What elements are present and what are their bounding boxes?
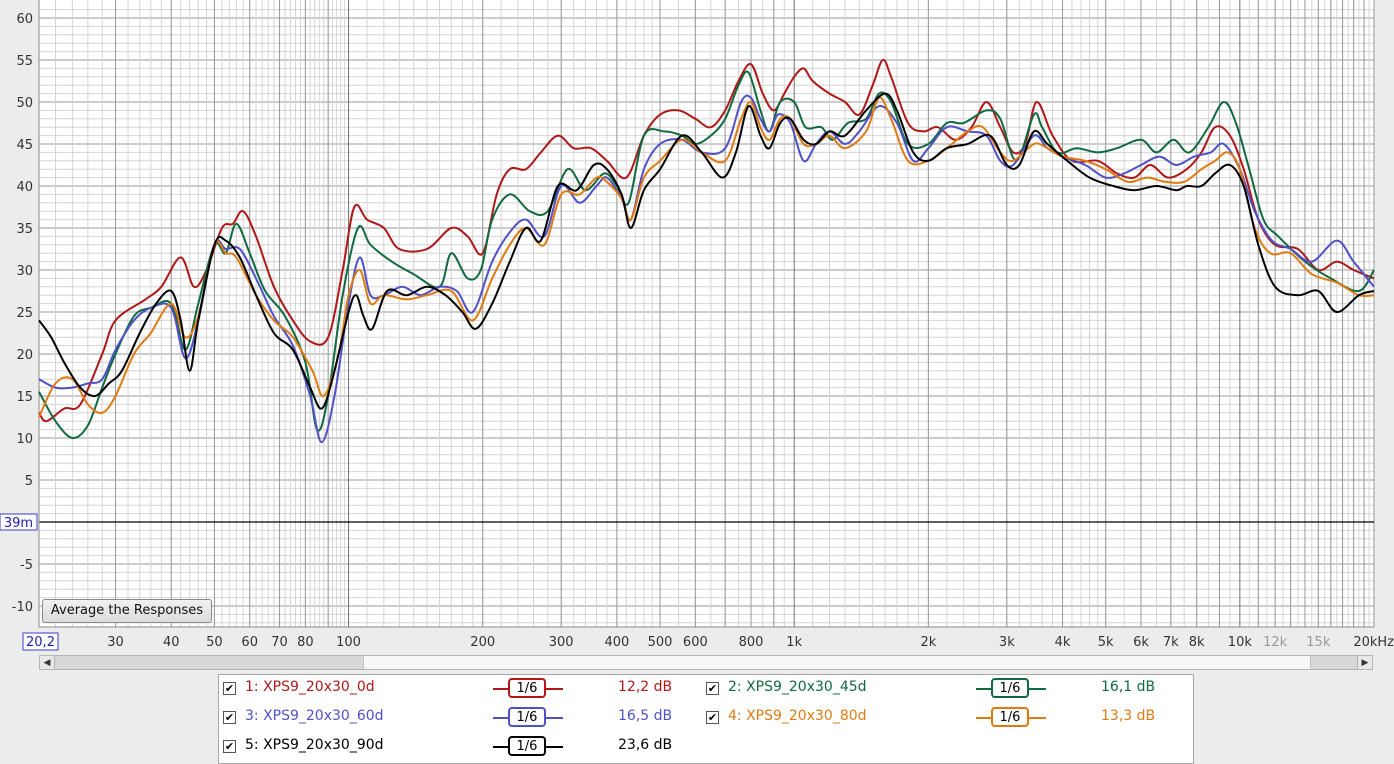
x-tick-label: 80 [297,635,314,650]
scrollbar-thumb[interactable] [363,656,1311,669]
start-marker-label: 20,2 [26,635,55,650]
x-tick-label: 7k [1163,635,1179,650]
x-tick-label: 50 [206,635,223,650]
checkbox[interactable]: ✔ [706,711,719,724]
x-tick-label: 60 [241,635,258,650]
legend-name[interactable]: 3: XPS9_20x30_60d [245,708,384,724]
legend-name[interactable]: 2: XPS9_20x30_45d [728,679,867,695]
legend-name[interactable]: 5: XPS9_20x30_90d [245,737,384,753]
x-tick-label: 8k [1189,635,1205,650]
y-tick-label: 35 [16,222,33,237]
y-tick-label: 20 [16,348,33,363]
level-value: 12,2 dB [618,679,673,695]
level-value: 23,6 dB [618,737,673,753]
smoothing-selector[interactable]: 1/6 [493,735,563,757]
smoothing-selector[interactable]: 1/6 [493,677,563,699]
y-tick-label: 10 [16,432,33,447]
smoothing-selector[interactable]: 1/6 [976,677,1046,699]
checkbox[interactable]: ✔ [223,711,236,724]
x-tick-label: 200 [470,635,495,650]
x-tick-label: 600 [683,635,708,650]
x-tick-label: 1k [786,635,802,650]
x-tick-label: 500 [648,635,673,650]
x-tick-label: 30 [107,635,124,650]
y-tick-label: 60 [16,12,33,27]
y-tick-label: 45 [16,138,33,153]
level-value: 16,1 dB [1101,679,1156,695]
series-line-1 [38,58,1375,423]
y-tick-label: 25 [16,306,33,321]
x-tick-label: 10k [1228,635,1253,650]
smoothing-selector[interactable]: 1/6 [976,706,1046,728]
x-tick-label: 4k [1055,635,1071,650]
y-tick-label: -5 [20,558,33,573]
series-line-5 [38,92,1375,410]
level-value: 16,5 dB [618,708,673,724]
x-tick-label: 3k [999,635,1015,650]
checkbox[interactable]: ✔ [223,682,236,695]
start-marker-box [22,632,59,651]
checkbox[interactable]: ✔ [223,740,236,753]
x-tick-label: 5k [1098,635,1114,650]
legend-name[interactable]: 4: XPS9_20x30_80d [728,708,867,724]
horizontal-scrollbar[interactable]: ◀ ▶ [39,655,1373,670]
x-tick-label: 12k [1263,635,1288,650]
y-tick-label: 55 [16,54,33,69]
x-tick-label: 100 [336,635,361,650]
x-tick-label: 2k [920,635,936,650]
legend-name[interactable]: 1: XPS9_20x30_0d [245,679,375,695]
smoothing-selector[interactable]: 1/6 [493,706,563,728]
level-value: 13,3 dB [1101,708,1156,724]
x-tick-label: 20kHz [1353,635,1394,650]
legend-panel: ✔ 1: XPS9_20x30_0d 1/6 12,2 dB ✔ 2: XPS9… [218,674,1194,764]
scroll-left-arrow-icon[interactable]: ◀ [40,656,55,669]
zero-marker-label: 39m [4,516,33,531]
series-line-3 [38,94,1375,444]
x-tick-label: 40 [163,635,180,650]
series-line-2 [38,70,1375,440]
x-tick-label: 400 [604,635,629,650]
scroll-right-arrow-icon[interactable]: ▶ [1357,656,1372,669]
zero-marker-box [0,513,38,531]
x-tick-label: 800 [739,635,764,650]
y-tick-label: -10 [12,600,33,615]
y-tick-label: 50 [16,96,33,111]
x-tick-label: 6k [1133,635,1149,650]
average-responses-button[interactable]: Average the Responses [42,599,212,623]
y-tick-label: 5 [25,474,33,489]
checkbox[interactable]: ✔ [706,682,719,695]
x-tick-label: 15k [1306,635,1331,650]
x-tick-label: 300 [549,635,574,650]
x-tick-label: 70 [271,635,288,650]
y-tick-label: 40 [16,180,33,195]
y-tick-label: 30 [16,264,33,279]
y-tick-label: 15 [16,390,33,405]
